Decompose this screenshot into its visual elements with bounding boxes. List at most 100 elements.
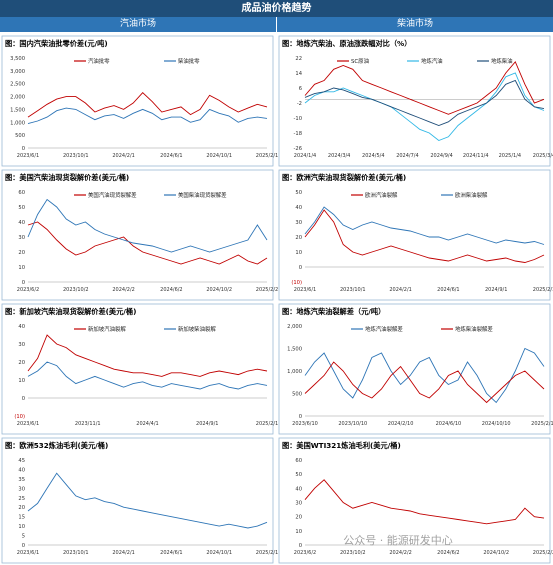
chart-frame xyxy=(1,169,274,301)
y-tick-label: 10 xyxy=(295,529,302,535)
series-line-1 xyxy=(27,334,268,377)
y-tick-label: 500 xyxy=(15,133,25,139)
y-tick-label: 3,500 xyxy=(10,56,25,62)
y-tick-label: 3,000 xyxy=(10,69,25,75)
diesel-market-header: 柴油市场 xyxy=(277,17,553,32)
y-tick-label: -26 xyxy=(294,146,302,152)
series-line-3 xyxy=(304,79,545,126)
legend-label: 新加坡汽油裂解 xyxy=(88,325,126,333)
series-line-2 xyxy=(27,198,268,253)
y-tick-label: 40 xyxy=(18,324,25,330)
y-tick-label: 15 xyxy=(18,515,25,521)
chart-c1: 图：国内汽柴油批零价差(元/吨) 3,500 3,000 2,500 2,000 1,50… xyxy=(1,35,278,167)
y-tick-label: 0 xyxy=(22,280,25,286)
y-tick-label: 10 xyxy=(18,265,25,271)
y-tick-label: 50 xyxy=(295,190,302,196)
legend-label: 柴油批零 xyxy=(178,57,200,65)
x-tick-label: 2025/2/1 xyxy=(256,550,278,556)
x-tick-label: 2024/10/1 xyxy=(206,153,232,159)
chart-frame xyxy=(1,35,274,167)
y-tick-label: 50 xyxy=(295,472,302,478)
watermark-text: 公众号 · 能源研发中心 xyxy=(343,533,453,547)
x-tick-label: 2023/10/2 xyxy=(63,287,89,293)
chart-frame xyxy=(278,169,551,301)
series-line-1 xyxy=(27,221,268,265)
x-tick-label: 2024/2/2 xyxy=(389,550,411,556)
y-tick-label: 60 xyxy=(18,190,25,196)
x-tick-label: 2024/2/1 xyxy=(112,153,134,159)
legend-label: 地炼汽油裂解差 xyxy=(365,325,403,333)
y-tick-label: 1,500 xyxy=(10,107,25,113)
y-tick-label: 2,000 xyxy=(10,95,25,101)
y-tick-label: 2,500 xyxy=(10,82,25,88)
chart-c4: 图：欧洲汽柴油现货裂解价差(美元/桶) 50 40 30 20 10 0 (10)2023/6… xyxy=(278,169,553,301)
legend-label: 地炼柴油 xyxy=(491,57,513,65)
x-tick-label: 2023/10/1 xyxy=(63,153,89,159)
y-tick-label: 20 xyxy=(18,360,25,366)
x-tick-label: 2024/6/2 xyxy=(160,287,182,293)
page-title: 成品油价格趋势 xyxy=(0,0,553,17)
y-tick-label: 1,500 xyxy=(287,347,302,353)
y-tick-label: 30 xyxy=(295,501,302,507)
chart-title: 图：地炼汽柴油裂解差（元/吨） xyxy=(282,307,385,316)
x-tick-label: 2024/6/1 xyxy=(160,153,182,159)
y-tick-label: 0 xyxy=(299,265,302,271)
y-tick-label: 2,000 xyxy=(287,324,302,330)
y-tick-label: 35 xyxy=(18,477,25,483)
x-tick-label: 2024/2/2 xyxy=(112,287,134,293)
series-line-1 xyxy=(27,92,268,118)
x-tick-label: 2024/2/1 xyxy=(112,550,134,556)
x-tick-label: 2025/2/2 xyxy=(256,287,278,293)
x-tick-label: 2024/1/4 xyxy=(294,153,316,159)
x-tick-label: 2024/6/2 xyxy=(437,550,459,556)
y-tick-label: 22 xyxy=(295,56,302,62)
y-tick-label: 20 xyxy=(295,515,302,521)
chart-title: 图：欧洲532炼油毛利(美元/桶) xyxy=(5,441,108,450)
legend-label: SC原油 xyxy=(351,57,369,65)
legend-label: 美国汽油现货裂解差 xyxy=(88,191,137,199)
y-tick-label: 1,000 xyxy=(10,120,25,126)
y-tick-label: 0 xyxy=(22,396,25,402)
legend-label: 地炼汽油 xyxy=(421,57,443,65)
legend-label: 欧洲柴油裂解 xyxy=(455,191,488,199)
y-tick-label: 5 xyxy=(22,534,25,540)
x-tick-label: 2025/2/1 xyxy=(533,287,553,293)
y-tick-label: (10) xyxy=(291,280,302,286)
y-tick-label: 40 xyxy=(18,220,25,226)
series-line-2 xyxy=(304,206,545,245)
x-tick-label: 2024/6/1 xyxy=(160,550,182,556)
x-tick-label: 2024/6/10 xyxy=(436,421,462,427)
y-tick-label: 40 xyxy=(295,486,302,492)
x-tick-label: 2023/6/10 xyxy=(292,421,318,427)
legend-label: 欧洲汽油裂解 xyxy=(365,191,398,199)
x-tick-label: 2023/6/1 xyxy=(17,153,39,159)
chart-title: 图：地炼汽柴油、原油涨跌幅对比（%） xyxy=(282,39,411,48)
y-tick-label: 14 xyxy=(295,71,302,77)
series-line-1 xyxy=(304,60,545,115)
x-tick-label: 2025/2/10 xyxy=(531,421,553,427)
x-tick-label: 2024/9/1 xyxy=(196,421,218,427)
y-tick-label: 30 xyxy=(18,235,25,241)
x-tick-label: 2024/10/2 xyxy=(483,550,509,556)
y-tick-label: 40 xyxy=(18,467,25,473)
x-tick-label: 2025/3/4 xyxy=(533,153,553,159)
chart-c5: 图：新加坡汽柴油现货裂解价差(美元/桶) 40 30 20 10 0 (10)2023/6/… xyxy=(1,303,278,435)
chart-frame xyxy=(1,303,274,435)
x-tick-label: 2024/4/1 xyxy=(136,421,158,427)
x-tick-label: 2024/9/4 xyxy=(430,153,452,159)
x-tick-label: 2024/3/4 xyxy=(328,153,350,159)
legend-label: 新加坡柴油裂解 xyxy=(178,325,216,333)
x-tick-label: 2025/2/2 xyxy=(533,550,553,556)
x-tick-label: 2024/6/1 xyxy=(437,287,459,293)
chart-title: 图：国内汽柴油批零价差(元/吨) xyxy=(5,39,108,48)
y-tick-label: 25 xyxy=(18,496,25,502)
y-tick-label: -18 xyxy=(294,131,302,137)
chart-title: 图：新加坡汽柴油现货裂解价差(美元/桶) xyxy=(5,307,136,316)
y-tick-label: (10) xyxy=(14,414,25,420)
x-tick-label: 2024/10/1 xyxy=(206,550,232,556)
y-tick-label: 45 xyxy=(18,458,25,464)
y-tick-label: 10 xyxy=(18,378,25,384)
x-tick-label: 2024/2/1 xyxy=(389,287,411,293)
y-tick-label: 30 xyxy=(18,342,25,348)
y-tick-label: 50 xyxy=(18,205,25,211)
